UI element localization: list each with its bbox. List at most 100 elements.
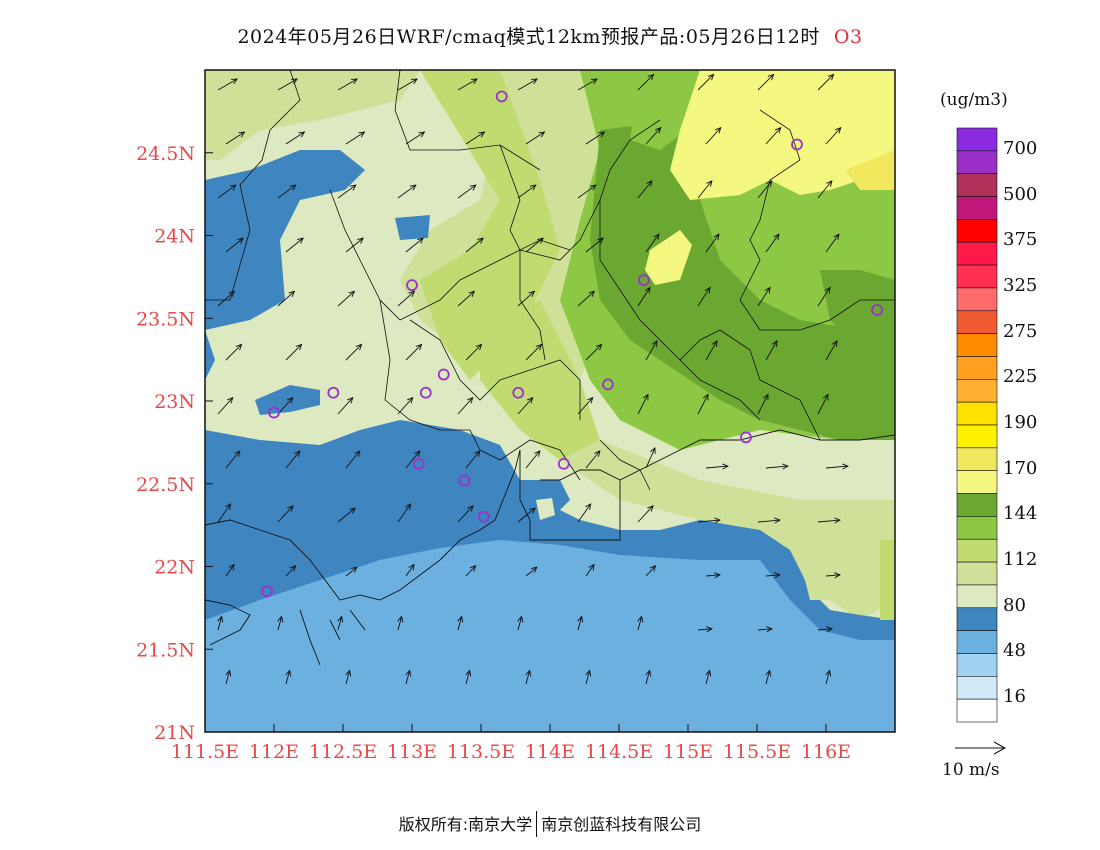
wind-arrow	[525, 131, 546, 145]
wind-arrow	[757, 626, 773, 633]
legend-label: 325	[1003, 274, 1038, 296]
wind-arrow	[397, 615, 404, 631]
y-tick-label: 21.5N	[136, 639, 195, 661]
wind-arrow	[765, 572, 781, 579]
station-marker	[602, 378, 614, 391]
wind-arrow	[345, 343, 363, 361]
wind-arrow	[517, 184, 537, 199]
station-marker	[512, 386, 525, 399]
wind-arrow	[817, 73, 835, 91]
wind-arrow	[577, 503, 592, 523]
station-marker	[495, 90, 508, 103]
color-legend	[956, 127, 998, 723]
legend-label: 275	[1003, 320, 1038, 342]
x-axis: 111.5E 112E 112.5E 113E 113.5E 114E 114.5E 115E…	[171, 724, 851, 763]
wind-arrow	[225, 669, 232, 685]
wind-arrow	[577, 396, 594, 415]
legend-label: 112	[1003, 549, 1038, 571]
boundary-line	[679, 329, 821, 441]
wind-arrow	[577, 184, 597, 199]
wind-arrow	[225, 131, 246, 145]
wind-arrow	[525, 450, 541, 469]
legend-label: 225	[1003, 366, 1038, 388]
y-tick-label: 24N	[154, 226, 195, 248]
wind-arrow	[517, 78, 538, 91]
x-tick-label: 116E	[801, 741, 851, 763]
wind-arrow	[457, 78, 478, 91]
x-tick-label: 114E	[525, 741, 575, 763]
wind-arrow	[397, 290, 416, 307]
station-marker	[458, 474, 471, 487]
wind-arrow	[405, 450, 421, 469]
wind-arrow	[705, 669, 712, 685]
legend-swatch	[956, 607, 998, 631]
y-tick-label: 23N	[154, 391, 195, 413]
coast-line	[299, 609, 366, 666]
wind-arrow	[457, 615, 464, 631]
wind-arrow	[765, 340, 778, 361]
station-marker	[327, 386, 340, 399]
wind-arrow	[277, 505, 294, 523]
legend-swatch	[956, 356, 998, 380]
wind-arrow	[645, 340, 658, 361]
x-tick-label: 113E	[387, 741, 437, 763]
legend-label: 190	[1003, 412, 1038, 433]
legend-swatch	[956, 538, 998, 563]
coast-line	[204, 599, 251, 646]
wind-arrow	[465, 669, 472, 685]
wind-arrow	[825, 233, 840, 253]
footer-separator	[536, 810, 538, 837]
y-tick-label: 21N	[154, 722, 195, 744]
wind-arrow	[697, 393, 709, 415]
wind-reference-arrow	[955, 741, 1007, 755]
legend-label: 16	[1003, 686, 1026, 708]
copyright-footer: 版权所有:南京大学 南京创蓝科技有限公司	[0, 810, 1100, 839]
legend-swatch	[956, 310, 998, 334]
wind-arrow	[457, 505, 474, 523]
station-marker	[740, 431, 752, 444]
wind-arrow	[757, 393, 769, 415]
y-tick-label: 22.5N	[136, 474, 195, 496]
legend-swatch	[956, 264, 998, 289]
wind-reference-label: 10 m/s	[942, 760, 1000, 780]
wind-arrow	[465, 450, 481, 469]
map-title: 2024年05月26日WRF/cmaq模式12km预报产品:05月26日12时 O…	[0, 22, 1100, 49]
wind-arrow	[697, 73, 715, 91]
y-axis: 21N 21.5N 22N 22.5N 23N 23.5N 24N 24.5N	[136, 143, 213, 744]
wind-arrow	[757, 517, 781, 524]
wind-arrow	[585, 563, 595, 577]
wind-arrow	[817, 180, 833, 199]
wind-arrow	[697, 626, 713, 633]
wind-arrow	[277, 184, 297, 199]
legend-swatch	[956, 127, 998, 152]
wind-arrow	[637, 393, 649, 415]
wind-arrow	[757, 73, 775, 91]
wind-arrow	[405, 237, 424, 253]
wind-arrow	[465, 565, 477, 577]
coast-line	[204, 449, 521, 601]
wind-arrow	[765, 233, 780, 253]
wind-arrow	[337, 396, 354, 415]
legend-swatch	[956, 150, 998, 174]
wind-arrow	[345, 450, 361, 469]
station-marker	[268, 406, 280, 419]
station-marker	[871, 304, 883, 316]
legend-swatch	[956, 401, 998, 426]
wind-arrow	[277, 78, 298, 91]
coast-line	[619, 429, 896, 481]
wind-arrow	[525, 343, 543, 361]
station-marker	[406, 279, 418, 292]
boundary-line	[205, 69, 301, 301]
wind-arrow	[457, 184, 477, 199]
legend-swatch	[956, 287, 998, 312]
boundary-line	[519, 250, 546, 361]
wind-arrow	[225, 563, 235, 577]
wind-arrow	[277, 615, 284, 631]
wind-arrow	[697, 180, 713, 199]
legend-swatch	[956, 219, 998, 243]
legend-swatch	[956, 676, 998, 700]
wind-arrow	[285, 131, 306, 145]
legend-swatch	[956, 630, 998, 654]
wind-arrow	[217, 184, 237, 199]
